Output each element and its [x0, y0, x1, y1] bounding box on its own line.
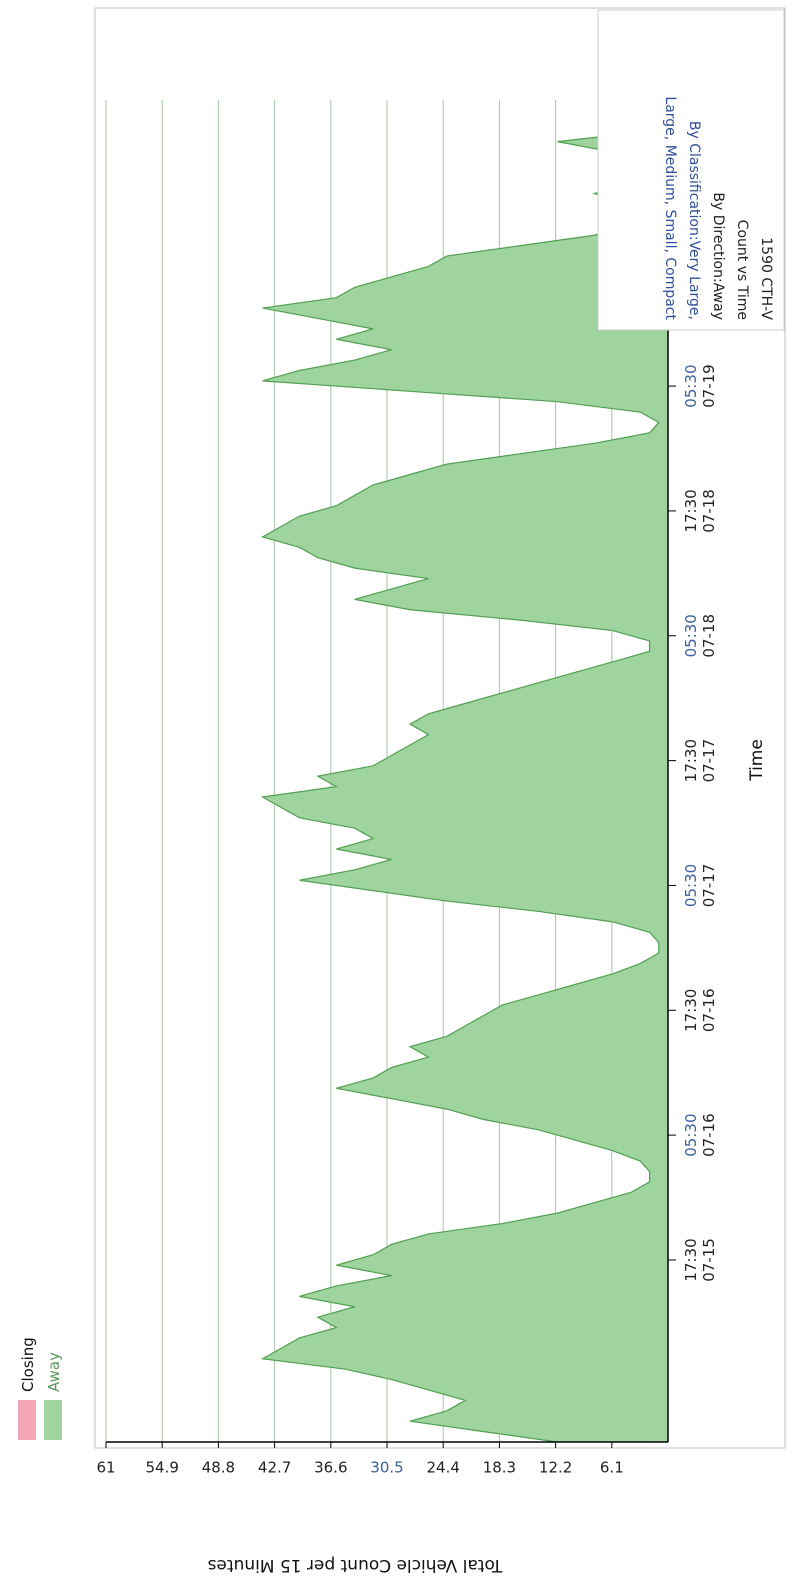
x-tick-label-time: 05:30 [682, 1113, 700, 1156]
x-tick-label-date: 07-15 [700, 1238, 718, 1282]
x-tick-label-date: 07-18 [700, 614, 718, 658]
legend-swatch-away [44, 1400, 62, 1440]
y-axis-ticks: 61 54.9 48.8 42.7 36.6 30.5 24.4 18.3 12.2 6.1 [96, 1442, 624, 1477]
y-tick-label: 12.2 [539, 1459, 572, 1477]
x-tick-label-time: 17:30 [682, 1238, 700, 1281]
x-tick-label-time: 17:30 [682, 989, 700, 1032]
x-tick-label-time: 17:30 [682, 739, 700, 782]
info-box-frame [597, 9, 785, 331]
y-tick-label: 54.9 [145, 1459, 178, 1477]
x-axis-title: Time [747, 739, 767, 782]
y-axis-title: Total Vehicle Count per 15 Minutes [207, 1555, 503, 1575]
y-tick-label: 30.5 [370, 1459, 403, 1477]
info-line-2: Count vs Time [734, 220, 750, 320]
legend: Closing Away [18, 1337, 63, 1440]
info-line-1: 1590 CTH-V [758, 237, 774, 320]
x-tick-label-time: 05:30 [682, 614, 700, 657]
x-tick-label-time: 05:30 [682, 864, 700, 907]
y-tick-label: 18.3 [483, 1459, 516, 1477]
series-away-area [262, 100, 668, 1442]
x-tick-label-date: 07-16 [700, 1113, 718, 1157]
chart-frame [94, 7, 786, 1449]
y-tick-label: 61 [96, 1459, 115, 1477]
series-away-line [260, 100, 669, 1443]
x-tick-label-time: 17:30 [682, 489, 700, 532]
y-tick-label: 24.4 [426, 1459, 459, 1477]
x-tick-label-date: 07-16 [700, 988, 718, 1032]
y-tick-label: 36.6 [314, 1459, 347, 1477]
y-tick-label: 42.7 [258, 1459, 291, 1477]
y-tick-label: 6.1 [600, 1459, 624, 1477]
x-tick-label-time: 05:30 [682, 364, 700, 407]
x-tick-label-date: 07-18 [700, 489, 718, 533]
info-line-4: By Classification:Very Large, [686, 121, 702, 320]
legend-label-away: Away [45, 1352, 63, 1392]
info-box: 1590 CTH-V Count vs Time By Direction:Aw… [597, 9, 785, 331]
x-tick-label-date: 07-17 [700, 739, 718, 783]
info-line-5: Large, Medium, Small, Compact [662, 96, 678, 320]
x-tick-label-date: 07-17 [700, 864, 718, 908]
info-line-3: By Direction:Away [710, 192, 726, 320]
legend-label-closing: Closing [19, 1337, 37, 1392]
x-tick-label-date: 07-19 [700, 364, 718, 408]
legend-swatch-closing [18, 1400, 36, 1440]
y-tick-label: 48.8 [202, 1459, 235, 1477]
